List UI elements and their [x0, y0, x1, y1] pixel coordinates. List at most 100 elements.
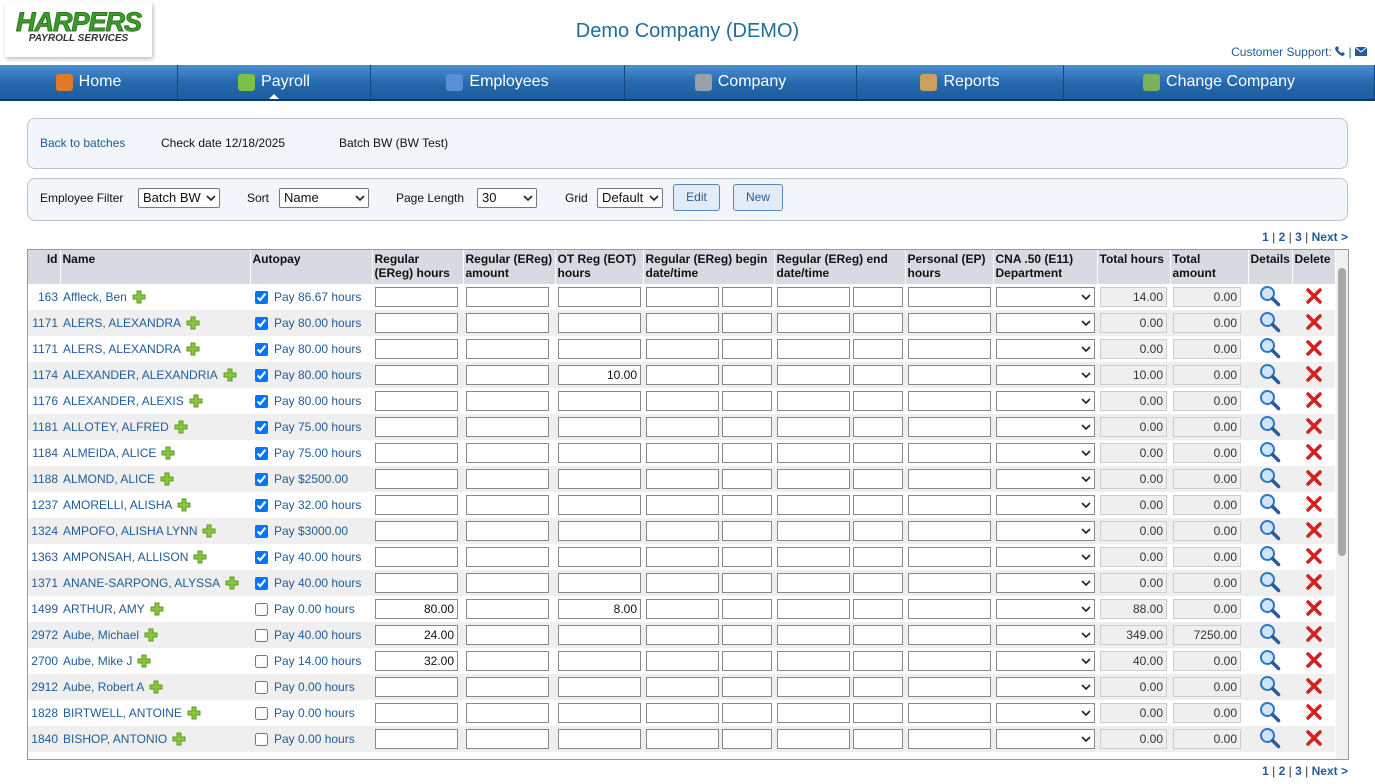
input-box[interactable]	[722, 599, 772, 619]
department-select[interactable]	[996, 703, 1095, 723]
new-button[interactable]: New	[733, 184, 783, 211]
autopay-text[interactable]: Pay 40.00 hours	[274, 628, 361, 642]
details-icon[interactable]	[1259, 441, 1281, 463]
add-icon[interactable]	[186, 342, 200, 356]
input-box[interactable]	[558, 521, 641, 541]
input-box[interactable]	[777, 521, 850, 541]
input-box[interactable]	[777, 729, 850, 749]
employee-name[interactable]: AMPOFO, ALISHA LYNN	[63, 524, 197, 538]
autopay-checkbox[interactable]	[255, 655, 268, 668]
delete-icon[interactable]	[1306, 626, 1322, 642]
mail-icon[interactable]	[1355, 46, 1367, 56]
input-box[interactable]	[777, 625, 850, 645]
nav-item[interactable]: Company	[625, 65, 857, 99]
input-box[interactable]	[853, 495, 903, 515]
add-icon[interactable]	[172, 732, 186, 746]
input-box[interactable]	[853, 287, 903, 307]
input-box[interactable]	[466, 339, 549, 359]
nav-item[interactable]: Home	[0, 65, 178, 99]
input-box[interactable]	[777, 651, 850, 671]
input-box[interactable]	[466, 391, 549, 411]
input-box[interactable]	[722, 391, 772, 411]
autopay-text[interactable]: Pay 80.00 hours	[274, 394, 361, 408]
department-select[interactable]	[996, 469, 1095, 489]
department-select[interactable]	[996, 495, 1095, 515]
input-box[interactable]	[466, 443, 549, 463]
input-box[interactable]	[722, 547, 772, 567]
input-box[interactable]	[646, 287, 719, 307]
input-box[interactable]	[722, 729, 772, 749]
delete-icon[interactable]	[1306, 574, 1322, 590]
input-box[interactable]	[466, 677, 549, 697]
autopay-checkbox[interactable]	[255, 473, 268, 486]
input-box[interactable]	[646, 313, 719, 333]
delete-icon[interactable]	[1306, 548, 1322, 564]
input-box[interactable]: 80.00	[375, 599, 458, 619]
employee-name[interactable]: Aube, Mike J	[63, 654, 132, 668]
input-box[interactable]	[908, 495, 991, 515]
employee-id[interactable]: 1324	[28, 518, 60, 544]
add-icon[interactable]	[193, 550, 207, 564]
input-box[interactable]	[777, 313, 850, 333]
input-box[interactable]	[558, 495, 641, 515]
input-box[interactable]	[558, 625, 641, 645]
input-box[interactable]	[908, 443, 991, 463]
add-icon[interactable]	[202, 524, 216, 538]
input-box[interactable]	[466, 469, 549, 489]
employee-id[interactable]: 1181	[28, 414, 60, 440]
add-icon[interactable]	[144, 628, 158, 642]
employee-id[interactable]: 1171	[28, 336, 60, 362]
input-box[interactable]	[777, 677, 850, 697]
phone-icon[interactable]	[1335, 46, 1345, 56]
input-box[interactable]	[466, 651, 549, 671]
input-box[interactable]	[722, 677, 772, 697]
autopay-text[interactable]: Pay 0.00 hours	[274, 680, 355, 694]
input-box[interactable]	[908, 287, 991, 307]
input-box[interactable]	[466, 417, 549, 437]
add-icon[interactable]	[149, 680, 163, 694]
input-box[interactable]	[646, 573, 719, 593]
input-box[interactable]	[908, 677, 991, 697]
employee-name[interactable]: AMPONSAH, ALLISON	[63, 550, 188, 564]
input-box[interactable]	[908, 729, 991, 749]
input-box[interactable]	[375, 417, 458, 437]
input-box[interactable]	[558, 287, 641, 307]
department-select[interactable]	[996, 391, 1095, 411]
input-box[interactable]	[722, 625, 772, 645]
input-box[interactable]	[558, 417, 641, 437]
department-select[interactable]	[996, 651, 1095, 671]
input-box[interactable]	[466, 313, 549, 333]
details-icon[interactable]	[1259, 467, 1281, 489]
input-box[interactable]	[722, 495, 772, 515]
input-box[interactable]	[777, 417, 850, 437]
autopay-text[interactable]: Pay 14.00 hours	[274, 654, 361, 668]
delete-icon[interactable]	[1306, 340, 1322, 356]
employee-name[interactable]: ALMOND, ALICE	[63, 472, 155, 486]
edit-button[interactable]: Edit	[673, 184, 720, 211]
employee-name[interactable]: ARTHUR, AMY	[63, 602, 145, 616]
input-box[interactable]	[558, 469, 641, 489]
employee-id[interactable]: 2700	[28, 648, 60, 674]
input-box[interactable]	[646, 625, 719, 645]
input-box[interactable]	[646, 365, 719, 385]
next-link[interactable]: Next >	[1312, 764, 1348, 778]
input-box[interactable]	[722, 443, 772, 463]
input-box[interactable]	[908, 521, 991, 541]
employee-id[interactable]: 1184	[28, 440, 60, 466]
input-box[interactable]	[375, 703, 458, 723]
input-box[interactable]	[853, 729, 903, 749]
employee-name[interactable]: ALLOTEY, ALFRED	[63, 420, 169, 434]
input-box[interactable]	[777, 365, 850, 385]
department-select[interactable]	[996, 417, 1095, 437]
input-box[interactable]	[722, 651, 772, 671]
input-box[interactable]	[777, 443, 850, 463]
input-box[interactable]	[375, 339, 458, 359]
details-icon[interactable]	[1259, 493, 1281, 515]
employee-id[interactable]: 1176	[28, 388, 60, 414]
back-link[interactable]: Back to batches	[40, 136, 125, 150]
input-box[interactable]: 32.00	[375, 651, 458, 671]
input-box[interactable]	[466, 625, 549, 645]
employee-name[interactable]: ALEXANDER, ALEXANDRIA	[63, 368, 218, 382]
input-box[interactable]	[908, 547, 991, 567]
autopay-text[interactable]: Pay 75.00 hours	[274, 420, 361, 434]
